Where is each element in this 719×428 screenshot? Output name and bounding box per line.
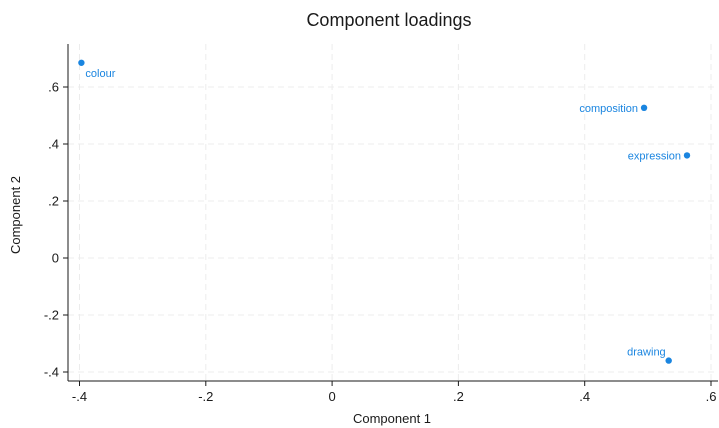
x-tick-label: .6 bbox=[706, 389, 717, 404]
data-label-drawing: drawing bbox=[627, 347, 666, 359]
axis-ticks: -.4 -.2 0 .2 .4 .6 -.4 -.2 0 .2 .4 .6 bbox=[44, 80, 717, 405]
data-label-expression: expression bbox=[628, 150, 681, 162]
data-point-expression bbox=[683, 152, 691, 159]
data-point-colour bbox=[78, 59, 85, 66]
chart-title: Component loadings bbox=[306, 10, 471, 30]
y-tick-label: .6 bbox=[48, 80, 59, 95]
data-points: colour composition expression drawing bbox=[78, 59, 691, 364]
grid-lines bbox=[68, 44, 718, 381]
data-point-composition bbox=[640, 104, 648, 112]
x-tick-label: .4 bbox=[579, 389, 590, 404]
y-tick-label: .4 bbox=[48, 137, 59, 152]
y-tick-label: -.4 bbox=[44, 365, 59, 380]
x-tick-label: -.2 bbox=[198, 389, 213, 404]
data-label-colour: colour bbox=[85, 68, 115, 80]
x-axis-label: Component 1 bbox=[353, 411, 431, 426]
y-axis-label: Component 2 bbox=[8, 176, 23, 254]
data-label-composition: composition bbox=[579, 103, 638, 115]
y-tick-label: 0 bbox=[52, 251, 59, 266]
x-tick-label: -.4 bbox=[72, 389, 87, 404]
y-tick-label: .2 bbox=[48, 194, 59, 209]
x-tick-label: 0 bbox=[328, 389, 335, 404]
y-tick-label: -.2 bbox=[44, 308, 59, 323]
x-tick-label: .2 bbox=[453, 389, 464, 404]
data-point-drawing bbox=[665, 357, 672, 364]
